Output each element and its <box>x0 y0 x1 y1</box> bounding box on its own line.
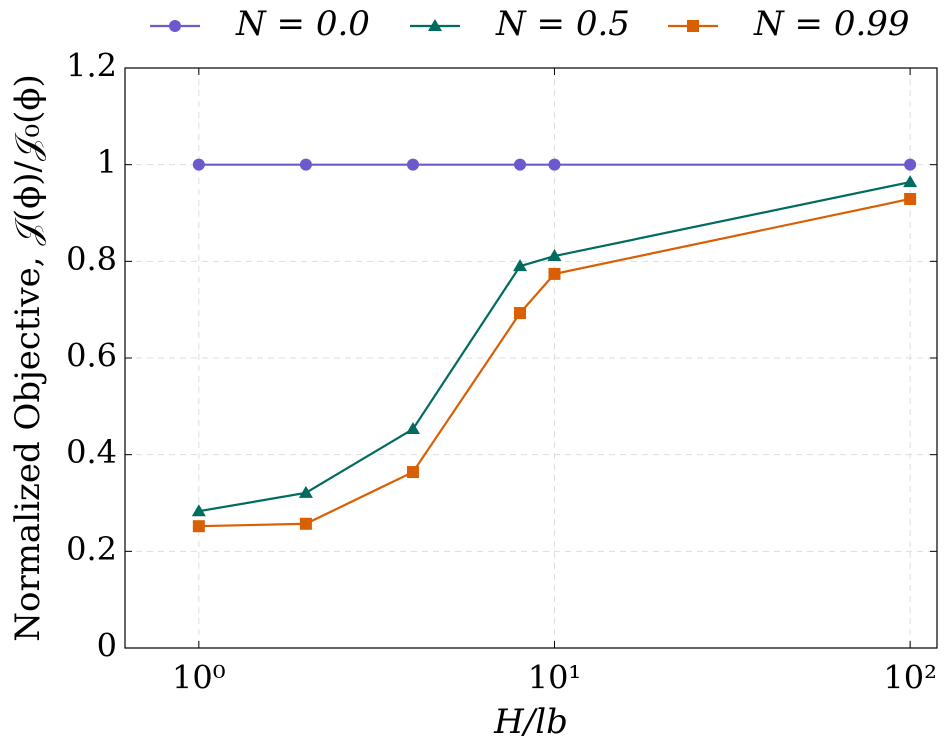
series-line <box>198 180 911 513</box>
plot-frame <box>124 67 938 649</box>
x-tick-label: 10² <box>883 659 937 697</box>
y-axis-label: Normalized Objective, 𝒥(ϕ)/𝒥₀(ϕ) <box>8 74 48 642</box>
marker <box>406 158 419 171</box>
y-tick-label: 0.4 <box>66 433 117 471</box>
legend-marker <box>169 20 181 32</box>
legend-marker <box>687 20 699 32</box>
marker <box>547 249 562 262</box>
legend-label: N = 0.0 <box>235 4 370 44</box>
marker <box>903 175 918 188</box>
marker <box>548 158 561 171</box>
marker <box>514 158 527 171</box>
x-axis-label: H/lb <box>493 702 568 742</box>
y-tick-label: 0.8 <box>66 240 117 278</box>
marker <box>299 158 312 171</box>
marker <box>514 307 527 320</box>
series-line <box>198 197 911 528</box>
y-tick-label: 1 <box>97 143 117 181</box>
x-tick-label: 10¹ <box>528 659 582 697</box>
marker <box>904 158 917 171</box>
marker <box>192 520 205 533</box>
marker <box>548 267 561 280</box>
marker <box>405 422 420 435</box>
marker <box>406 466 419 479</box>
y-tick-label: 0.6 <box>66 337 117 375</box>
marker <box>904 192 917 205</box>
legend-label: N = 0.99 <box>753 4 910 44</box>
marker <box>299 517 312 530</box>
marker <box>192 158 205 171</box>
y-tick-label: 0 <box>97 627 117 665</box>
x-tick-label: 10⁰ <box>172 659 226 697</box>
marker <box>298 485 313 498</box>
legend-label: N = 0.5 <box>495 4 630 44</box>
marker <box>513 259 528 272</box>
y-tick-label: 0.2 <box>66 530 117 568</box>
y-tick-label: 1.2 <box>66 47 117 85</box>
marker <box>191 504 206 517</box>
legend-marker <box>428 19 442 31</box>
